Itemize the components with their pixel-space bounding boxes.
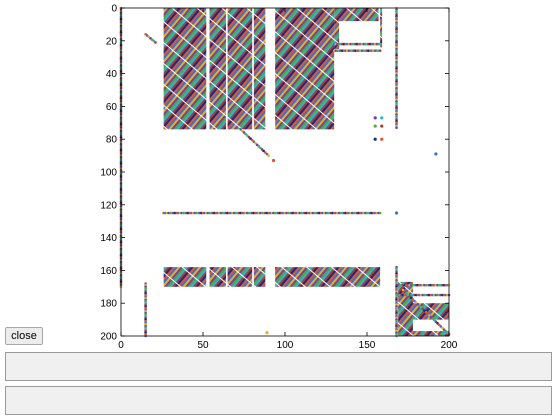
nonzero-point: [434, 152, 437, 155]
nonzero-block: [164, 8, 207, 129]
nonzero-point: [272, 159, 275, 162]
nonzero-point: [380, 116, 383, 119]
nonzero-diagonal-marker: [267, 154, 270, 157]
nonzero-diagonal-marker: [154, 41, 157, 44]
nonzero-column-marker: [395, 126, 398, 129]
x-tick-label: 200: [441, 340, 458, 350]
input-panel[interactable]: [5, 386, 552, 415]
y-tick-label: 100: [100, 168, 117, 179]
nonzero-block: [334, 8, 378, 21]
nonzero-block: [254, 8, 265, 129]
nonzero-block: [210, 267, 226, 287]
x-tick-label: 150: [359, 340, 376, 350]
x-tick-label: 0: [118, 340, 124, 350]
nonzero-point: [380, 124, 383, 127]
nonzero-block: [380, 8, 382, 47]
y-tick-label: 60: [106, 102, 118, 113]
y-tick-label: 0: [111, 4, 117, 15]
y-tick-label: 200: [100, 332, 117, 343]
nonzero-point: [374, 116, 377, 119]
nonzero-block: [228, 267, 253, 287]
nonzero-point: [374, 138, 377, 141]
nonzero-point: [265, 331, 268, 334]
y-tick-label: 120: [100, 200, 117, 211]
y-tick-label: 160: [100, 266, 117, 277]
output-panel[interactable]: [5, 352, 552, 381]
nonzero-point: [395, 211, 398, 214]
y-tick-label: 40: [106, 69, 118, 80]
y-tick-label: 20: [106, 36, 118, 47]
nonzero-row-marker: [379, 43, 382, 46]
plot-markers: [120, 7, 451, 338]
nonzero-block: [275, 267, 380, 287]
nonzero-block: [164, 267, 207, 287]
nonzero-row-marker: [379, 49, 382, 52]
nonzero-block: [210, 8, 226, 129]
nonzero-block: [275, 8, 334, 129]
nonzero-point: [380, 138, 383, 141]
nonzero-block: [254, 267, 265, 287]
y-tick-label: 180: [100, 299, 117, 310]
nonzero-block: [228, 8, 253, 129]
close-button[interactable]: close: [5, 327, 43, 345]
nonzero-block: [413, 331, 449, 336]
y-tick-label: 140: [100, 233, 117, 244]
nonzero-point: [374, 124, 377, 127]
nonzero-row-marker: [379, 212, 382, 215]
x-tick-label: 50: [197, 340, 209, 350]
nonzero-block: [398, 282, 413, 336]
x-tick-label: 100: [277, 340, 294, 350]
y-tick-label: 80: [106, 135, 118, 146]
